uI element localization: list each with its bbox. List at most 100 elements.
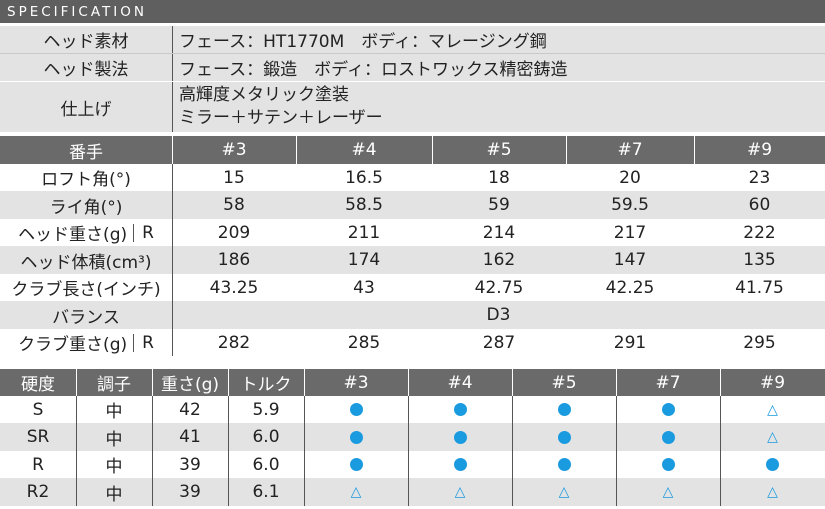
divider [512,369,513,396]
spec-cell: 214 [482,222,516,243]
divider [172,136,173,164]
divider [720,423,721,451]
head-method-label: ヘッド製法 [43,60,129,80]
spec-cell-merged: D3 [486,305,511,325]
spec-cell: 16.5 [345,167,383,188]
shaft-row: R2 中 39 6.1 △ △ △ △ △ [0,478,825,506]
spec-cell: 43 [353,277,375,298]
divider [616,396,617,423]
spec-cell: 291 [613,332,647,353]
row-head-material: ヘッド素材 フェース：HT1770M ボディ：マレージング鋼 [0,26,825,53]
divider [566,136,567,164]
shaft-compat-cell [304,396,408,423]
shaft-compat-cell [304,451,408,478]
divider [296,136,297,164]
spec-row-label: クラブ長さ(インチ) [11,280,161,300]
partial-triangle-icon: △ [558,484,570,500]
divider [152,369,153,396]
shaft-kick-cell: 中 [105,457,123,477]
divider [228,396,229,423]
shaft-kick-cell: 中 [105,484,123,505]
compatible-dot-icon [453,458,467,471]
partial-triangle-icon: △ [767,429,778,445]
divider [408,451,409,478]
divider [720,396,721,423]
shaft-compat-cell: △ [720,396,825,423]
shaft-compat-cell [408,396,512,423]
shaft-row: R 中 39 6.0 [0,451,825,478]
divider [512,478,513,506]
spec-cell: 58.5 [345,195,383,215]
spec-cell: 23 [748,167,771,188]
compatible-dot-icon [661,458,675,471]
spec-col-7: #7 [617,140,643,160]
divider [172,219,173,246]
divider [228,423,229,451]
divider [228,478,229,506]
divider [432,136,433,164]
finish-line-2: ミラー＋サテン＋レーザー [179,108,383,128]
partial-triangle-icon: △ [767,401,778,418]
compatible-dot-icon [661,430,675,444]
divider [616,451,617,478]
divider [152,451,153,478]
finish-label: 仕上げ [60,99,112,120]
divider [172,191,173,219]
divider [228,369,229,396]
compatible-dot-icon [349,458,363,471]
shaft-torque-cell: 5.9 [252,399,280,420]
shaft-compat-cell [616,396,720,423]
divider [512,451,513,478]
divider [76,369,77,396]
compatible-dot-icon [453,430,467,444]
partial-triangle-icon: △ [350,484,362,500]
spec-row-label-with-flex: クラブ重さ(g) R [0,329,172,356]
spec-cell: 162 [482,250,516,270]
divider [172,26,173,53]
divider [172,82,173,132]
divider [304,478,305,506]
divider [76,451,77,478]
divider [304,396,305,423]
divider [172,329,173,356]
spec-cell: 60 [748,195,771,215]
divider [133,223,135,242]
shaft-flex-cell: SR [26,427,50,447]
divider [720,478,721,506]
spec-cell: 222 [743,222,776,243]
shaft-compat-cell [512,451,616,478]
spec-cell: 282 [217,332,251,353]
row-head-method: ヘッド製法 フェース：鍛造 ボディ：ロストワックス精密鋳造 [0,54,825,81]
divider [720,369,721,396]
shaft-compat-cell [304,423,408,451]
shaft-row: SR 中 41 6.0 △ [0,423,825,451]
shaft-header-3: #3 [343,372,369,393]
shaft-header-flex: 硬度 [21,375,55,395]
spec-row-label: ライ角(°) [49,197,123,218]
spec-col-5: #5 [486,140,512,160]
shaft-torque-cell: 6.0 [252,454,280,475]
divider [304,369,305,396]
spec-cell: 135 [743,250,776,270]
divider [408,423,409,451]
shaft-flex-cell: R [32,454,44,475]
shaft-compat-cell [720,451,825,478]
spec-row-label-with-flex: ヘッド重さ(g) R [0,219,172,246]
spec-row-length: クラブ長さ(インチ) 43.25 43 42.75 42.25 41.75 [0,274,825,301]
shaft-compat-cell: △ [512,478,616,506]
spec-title-bar: SPECIFICATION [0,0,825,23]
divider [408,478,409,506]
spec-row-label: クラブ重さ(g) [18,335,128,355]
spec-row-club-weight: クラブ重さ(g) R 282 285 287 291 295 [0,329,825,356]
partial-triangle-icon: △ [767,484,778,500]
spec-cell: 20 [619,167,641,188]
divider [616,369,617,396]
spec-cell: 59.5 [611,195,649,215]
divider [152,423,153,451]
shaft-torque-cell: 6.0 [252,427,280,447]
spec-cell: 147 [613,250,647,270]
spec-row-head-weight: ヘッド重さ(g) R 209 211 214 217 222 [0,219,825,246]
shaft-kick-cell: 中 [105,429,123,450]
shaft-compat-cell [408,451,512,478]
spec-cell: 211 [347,222,381,243]
